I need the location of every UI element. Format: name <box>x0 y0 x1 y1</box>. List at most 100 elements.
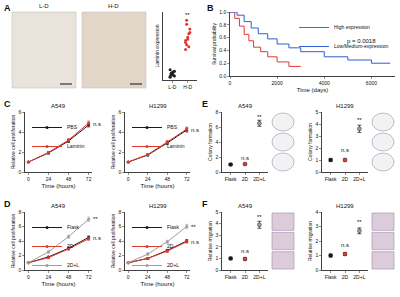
svg-text:Time (hours): Time (hours) <box>42 183 76 189</box>
svg-text:A549: A549 <box>51 203 66 209</box>
svg-text:Flask: Flask <box>67 224 79 230</box>
svg-text:4: 4 <box>118 129 121 135</box>
svg-text:0.0: 0.0 <box>219 73 226 79</box>
svg-text:0: 0 <box>315 267 318 273</box>
svg-text:**: ** <box>191 224 196 230</box>
svg-text:2: 2 <box>215 154 218 160</box>
svg-text:H-D: H-D <box>183 84 192 90</box>
svg-text:L-D: L-D <box>168 84 176 90</box>
svg-text:2D+L: 2D+L <box>67 262 79 268</box>
svg-text:Relative migration: Relative migration <box>307 221 313 261</box>
svg-text:1: 1 <box>315 252 318 258</box>
svg-text:3: 3 <box>215 232 218 238</box>
svg-text:n.s: n.s <box>241 248 249 254</box>
svg-text:Colony formation: Colony formation <box>207 123 213 161</box>
svg-text:4: 4 <box>18 238 21 244</box>
svg-text:Colony formation: Colony formation <box>307 123 313 161</box>
svg-text:H1299: H1299 <box>336 203 354 209</box>
svg-text:6: 6 <box>18 109 21 115</box>
svg-text:Relative cell proliferation: Relative cell proliferation <box>10 214 16 269</box>
svg-text:2D+L: 2D+L <box>253 274 265 280</box>
svg-text:0.4: 0.4 <box>219 47 226 53</box>
svg-text:3: 3 <box>315 133 318 139</box>
svg-text:6: 6 <box>18 223 21 229</box>
svg-text:24: 24 <box>145 274 151 280</box>
svg-text:72: 72 <box>184 176 190 182</box>
svg-text:1: 1 <box>315 157 318 163</box>
svg-text:2: 2 <box>315 238 318 244</box>
svg-text:Time (days): Time (days) <box>297 87 328 93</box>
svg-text:2D: 2D <box>342 274 349 280</box>
svg-text:Flask: Flask <box>325 274 337 280</box>
svg-text:n.s: n.s <box>93 121 101 127</box>
svg-text:Flask: Flask <box>325 176 337 182</box>
svg-text:n.s: n.s <box>341 242 349 248</box>
svg-text:PBS: PBS <box>67 124 78 130</box>
svg-text:2D: 2D <box>242 274 249 280</box>
svg-text:2: 2 <box>118 149 121 155</box>
svg-text:48: 48 <box>164 176 170 182</box>
svg-text:4000: 4000 <box>319 80 330 86</box>
svg-text:0: 0 <box>315 169 318 175</box>
svg-text:0.2: 0.2 <box>219 60 226 66</box>
svg-text:4: 4 <box>215 139 218 145</box>
svg-text:0.6: 0.6 <box>219 34 226 40</box>
svg-text:p = 0.0018: p = 0.0018 <box>347 38 376 44</box>
svg-text:n.s: n.s <box>241 155 249 161</box>
svg-text:2D+L: 2D+L <box>353 274 365 280</box>
svg-text:0: 0 <box>215 267 218 273</box>
svg-text:0: 0 <box>118 267 121 273</box>
svg-text:n.s: n.s <box>93 235 101 241</box>
svg-text:L-D: L-D <box>39 3 49 9</box>
svg-text:2D: 2D <box>67 243 74 249</box>
svg-text:Time (hours): Time (hours) <box>141 183 175 189</box>
svg-text:8: 8 <box>215 109 218 115</box>
svg-text:3: 3 <box>315 223 318 229</box>
svg-text:4: 4 <box>215 220 218 226</box>
svg-text:2D+L: 2D+L <box>253 176 265 182</box>
svg-text:0: 0 <box>127 274 130 280</box>
svg-text:2: 2 <box>118 252 121 258</box>
svg-text:B: B <box>207 3 214 13</box>
svg-text:0: 0 <box>27 176 30 182</box>
svg-text:0: 0 <box>229 80 232 86</box>
svg-text:Time (hours): Time (hours) <box>42 281 76 287</box>
svg-text:1: 1 <box>215 255 218 261</box>
svg-text:Laminin: Laminin <box>67 143 85 149</box>
svg-text:A549: A549 <box>238 203 253 209</box>
svg-text:2: 2 <box>315 145 318 151</box>
svg-text:Flask: Flask <box>225 274 237 280</box>
svg-text:Low/Medium-expression: Low/Medium-expression <box>334 43 388 49</box>
svg-text:Laminin expression: Laminin expression <box>154 24 160 67</box>
svg-text:Relative cell proliferation: Relative cell proliferation <box>10 115 16 170</box>
svg-text:A549: A549 <box>51 103 66 109</box>
svg-text:E: E <box>202 99 208 109</box>
svg-text:Relative cell proliferation: Relative cell proliferation <box>110 214 116 269</box>
svg-text:H1299: H1299 <box>336 103 354 109</box>
svg-text:Flask: Flask <box>167 224 179 230</box>
svg-text:24: 24 <box>46 176 52 182</box>
svg-text:2D+L: 2D+L <box>353 176 365 182</box>
svg-text:8: 8 <box>118 209 121 215</box>
svg-text:0: 0 <box>127 176 130 182</box>
svg-text:0.8: 0.8 <box>219 22 226 28</box>
svg-text:0: 0 <box>118 169 121 175</box>
svg-text:48: 48 <box>164 274 170 280</box>
svg-text:Time (hours): Time (hours) <box>141 281 175 287</box>
svg-text:Relative migration: Relative migration <box>207 221 213 261</box>
svg-text:Survival probability: Survival probability <box>211 23 217 65</box>
svg-text:48: 48 <box>66 176 72 182</box>
svg-text:24: 24 <box>145 176 151 182</box>
svg-text:PBS: PBS <box>167 124 178 130</box>
svg-text:n.s: n.s <box>191 239 199 245</box>
svg-text:4: 4 <box>315 121 318 127</box>
svg-text:Flask: Flask <box>225 176 237 182</box>
svg-text:2000: 2000 <box>272 80 283 86</box>
svg-text:72: 72 <box>86 176 92 182</box>
svg-text:2D+L: 2D+L <box>167 262 179 268</box>
svg-text:D: D <box>4 199 11 209</box>
svg-text:**: ** <box>185 12 190 18</box>
svg-text:24: 24 <box>46 274 52 280</box>
svg-text:0: 0 <box>215 169 218 175</box>
svg-text:**: ** <box>93 216 98 222</box>
